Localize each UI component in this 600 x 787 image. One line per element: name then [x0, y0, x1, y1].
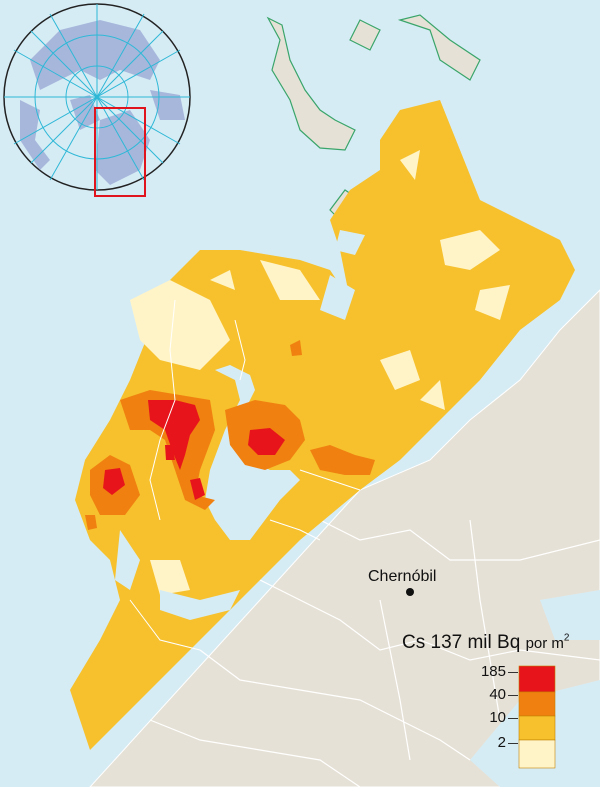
chernobyl-marker [406, 588, 414, 596]
legend-tick-2: 2 [497, 734, 506, 751]
legend-title: Cs 137 mil Bq por m2 [402, 632, 569, 654]
high-level-areas [103, 400, 285, 500]
legend-tickline [508, 743, 518, 744]
low-level-areas [130, 150, 510, 595]
legend-swatch-10 [518, 715, 556, 741]
legend-swatch-185 [518, 665, 556, 693]
legend-title-sup: 2 [563, 632, 570, 644]
legend-tickline [508, 695, 518, 696]
legend-swatch-40 [518, 691, 556, 717]
legend-tickline [508, 672, 518, 673]
legend-tick-185: 185 [480, 663, 506, 680]
chernobyl-label: Chernóbil [368, 568, 437, 585]
legend-title-unit: por m [525, 635, 564, 652]
legend-tick-40: 40 [489, 686, 506, 703]
caspian-hint [540, 590, 600, 640]
legend-swatches [518, 665, 556, 769]
country-borders [149, 519, 600, 787]
legend-swatch-2 [518, 739, 556, 769]
inset-focus-box [94, 107, 146, 197]
arctic-inset-globe [3, 3, 191, 197]
baltic-sea [115, 230, 365, 620]
legend-title-main: Cs 137 mil Bq [402, 632, 521, 653]
zone-borders [129, 299, 361, 651]
legend-tick-10: 10 [489, 709, 506, 726]
legend-tickline [508, 718, 518, 719]
